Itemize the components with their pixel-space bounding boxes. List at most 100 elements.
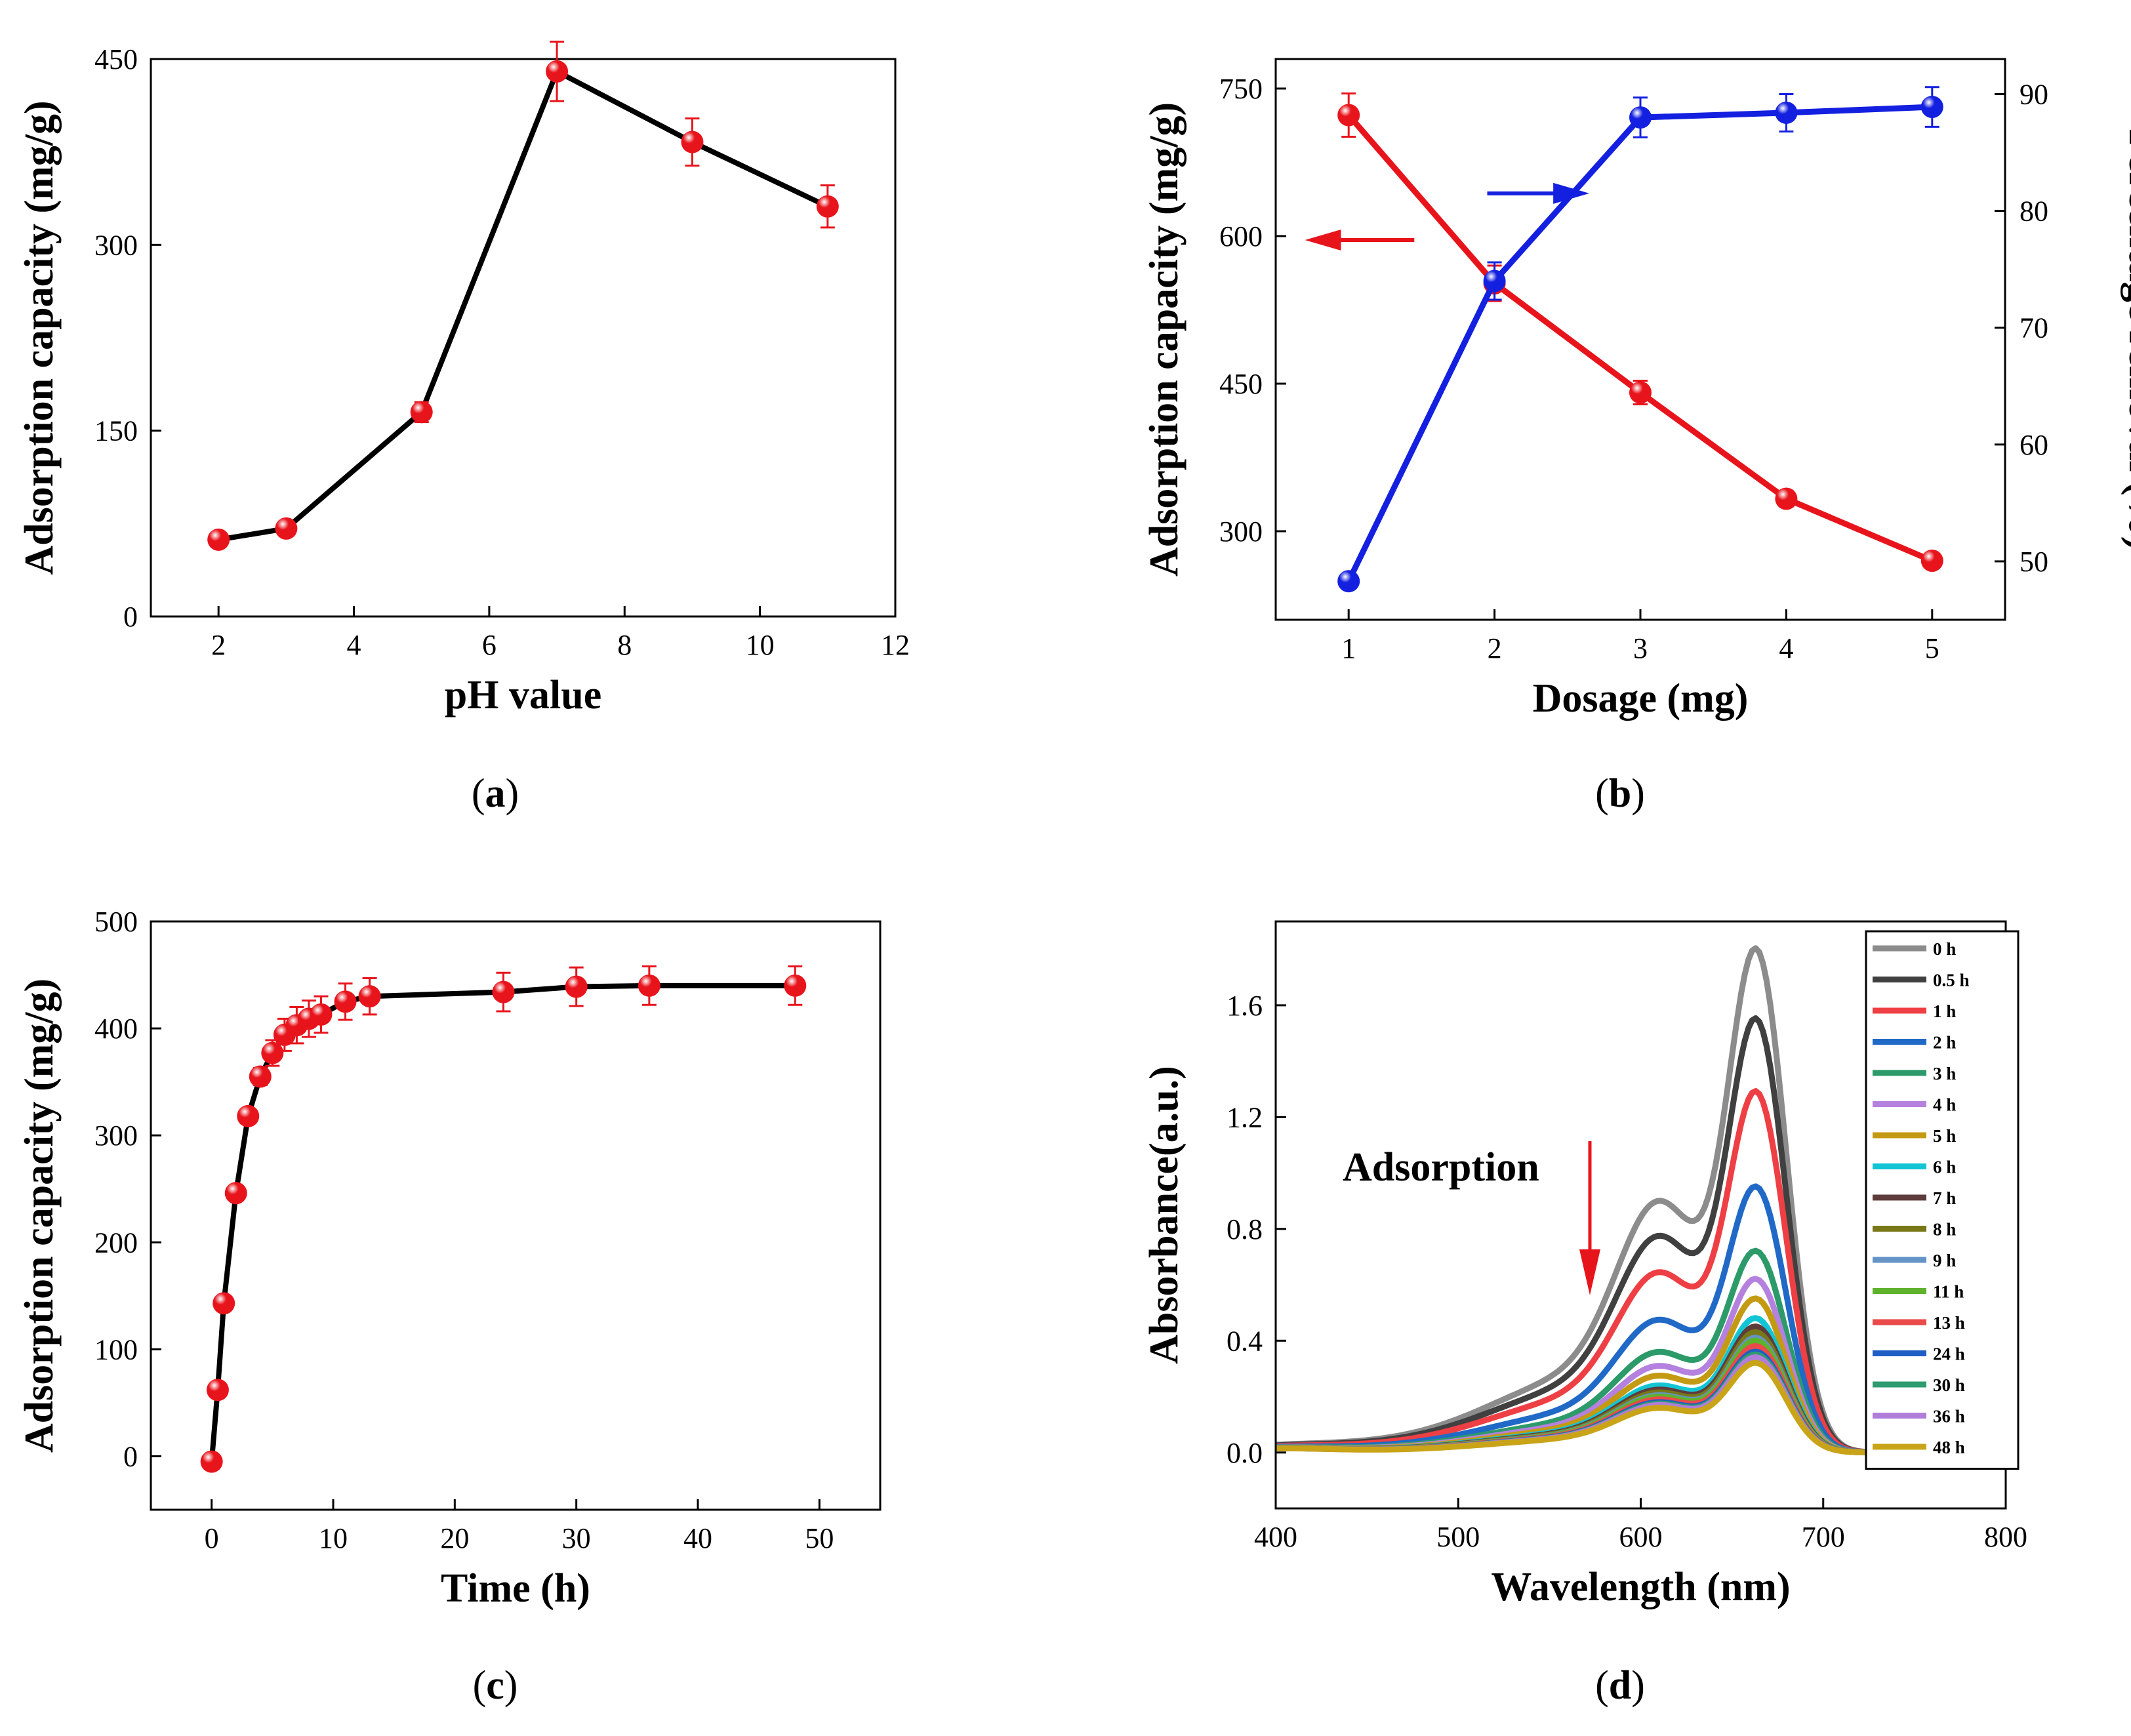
data-point (565, 975, 588, 998)
legend: 0 h 0.5 h 1 h 2 h 3 h 4 h 5 h 6 h 7 h 8 h 9 h 11 h 1… (1865, 930, 2019, 1470)
x-tick-label: 2 (211, 629, 226, 661)
data-point (275, 517, 298, 540)
y-tick-label: 0 (123, 1440, 138, 1472)
x-tick-label: 2 (1488, 632, 1502, 664)
data-point (410, 401, 433, 424)
legend-entry: 1 h (1933, 1001, 1956, 1021)
data-point (638, 974, 660, 997)
x-tick-label: 50 (805, 1522, 834, 1554)
x-tick-label: 4 (1779, 632, 1793, 664)
adsorption-arrow-head (1579, 1249, 1600, 1295)
data-point-removal (1483, 270, 1506, 293)
legend-entry: 4 h (1933, 1095, 1956, 1115)
legend-entry: 6 h (1933, 1158, 1956, 1177)
y-axis-title: Absorbance(a.u.) (1142, 1066, 1187, 1364)
panel-label: (d) (1595, 1663, 1645, 1708)
y-tick-label: 0.0 (1227, 1437, 1263, 1469)
adsorption-annotation: Adsorption (1343, 1145, 1539, 1190)
y-tick-label: 1.6 (1227, 990, 1263, 1022)
axis-arrow-head-right (1553, 182, 1590, 204)
data-point (816, 195, 839, 218)
x-axis-title: Wavelength (nm) (1491, 1565, 1790, 1609)
data-point-removal (1337, 570, 1360, 593)
y-right-tick-label: 50 (2019, 546, 2048, 578)
legend-entry: 48 h (1933, 1438, 1965, 1457)
y-tick-label: 1.2 (1227, 1101, 1263, 1133)
panel-label: (c) (473, 1663, 518, 1708)
x-tick-label: 600 (1619, 1521, 1663, 1553)
chart-panel-c: Time (h) Adsorption capacity (mg/g) (c) 0 10… (17, 906, 882, 1708)
y-tick-label: 300 (1219, 515, 1263, 548)
y-tick-label: 150 (94, 415, 138, 447)
y-tick-label: 100 (94, 1333, 138, 1365)
data-point (334, 990, 357, 1013)
x-tick-label: 1 (1341, 632, 1356, 664)
panel-label: (a) (472, 771, 519, 816)
data-point (784, 974, 807, 997)
plot-frame-b (1274, 58, 2006, 621)
data-point-capacity (1920, 550, 1943, 572)
plot-frame-c (150, 920, 882, 1511)
y-tick-label: 500 (94, 906, 138, 938)
legend-entry: 2 h (1933, 1033, 1956, 1053)
y-tick-label: 0.4 (1227, 1325, 1263, 1357)
series-line (218, 68, 829, 542)
y-tick-label: 750 (1219, 73, 1263, 105)
series-line (209, 982, 796, 1462)
chart-panel-b: Dosage (mg) Adsorption capacity (mg/g) (b)… (1142, 58, 2131, 816)
y-tick-label: 400 (94, 1013, 138, 1045)
x-tick-label: 700 (1802, 1521, 1845, 1553)
data-point (200, 1450, 223, 1473)
y-tick-label: 200 (94, 1226, 138, 1259)
y-right-tick-label: 60 (2019, 429, 2048, 461)
y-right-tick-label: 90 (2019, 78, 2048, 110)
x-axis-title: Time (h) (441, 1566, 590, 1611)
legend-entry: 3 h (1933, 1064, 1956, 1083)
legend-entry: 24 h (1933, 1344, 1965, 1364)
x-tick-label: 500 (1436, 1521, 1480, 1553)
x-tick-label: 4 (347, 629, 361, 661)
legend-entry: 13 h (1933, 1313, 1965, 1333)
data-point (207, 528, 230, 551)
y-right-tick-label: 80 (2019, 195, 2048, 228)
data-point (249, 1065, 272, 1088)
x-tick-label: 5 (1925, 632, 1939, 664)
data-point (310, 1003, 333, 1026)
legend-entry: 30 h (1933, 1375, 1965, 1395)
chart-panel-d: Wavelength (nm) Absorbance(a.u.) (d) 400 500… (1142, 920, 2027, 1708)
legend-entry: 0 h (1933, 939, 1956, 959)
y-tick-label: 0 (123, 601, 138, 633)
plot-frame-a (150, 58, 897, 618)
data-point-removal (1920, 96, 1943, 119)
x-axis-title: pH value (445, 673, 601, 717)
data-point-removal (1629, 106, 1652, 129)
data-point (224, 1182, 247, 1205)
series-line-removal (1346, 104, 1932, 583)
legend-entry: 5 h (1933, 1126, 1956, 1146)
legend-entry: 0.5 h (1933, 971, 1970, 990)
data-point-capacity (1629, 381, 1652, 404)
legend-entry: 36 h (1933, 1407, 1965, 1426)
panel-label: (b) (1595, 771, 1645, 816)
series-line-capacity (1346, 113, 1934, 564)
x-tick-label: 12 (881, 629, 910, 661)
y-tick-label: 450 (1219, 368, 1263, 400)
data-point (213, 1292, 235, 1315)
data-point (237, 1104, 260, 1127)
x-tick-label: 30 (562, 1522, 591, 1554)
data-point-capacity (1337, 104, 1360, 127)
data-point (358, 985, 381, 1008)
data-point-removal (1775, 101, 1798, 124)
chart-panel-a: pH value Adsorption capacity (mg/g) (a) 2 4 6… (17, 41, 910, 816)
data-point (681, 131, 704, 153)
x-tick-label: 10 (746, 629, 775, 661)
data-point (546, 60, 569, 83)
data-point-capacity (1775, 487, 1798, 510)
x-tick-label: 400 (1254, 1521, 1297, 1553)
x-tick-label: 0 (205, 1522, 219, 1554)
y-tick-label: 450 (94, 43, 138, 75)
legend-entry: 9 h (1933, 1251, 1956, 1270)
axis-arrow-head-left (1305, 230, 1341, 251)
y-axis-title: Adsorption capacity (mg/g) (17, 979, 62, 1453)
